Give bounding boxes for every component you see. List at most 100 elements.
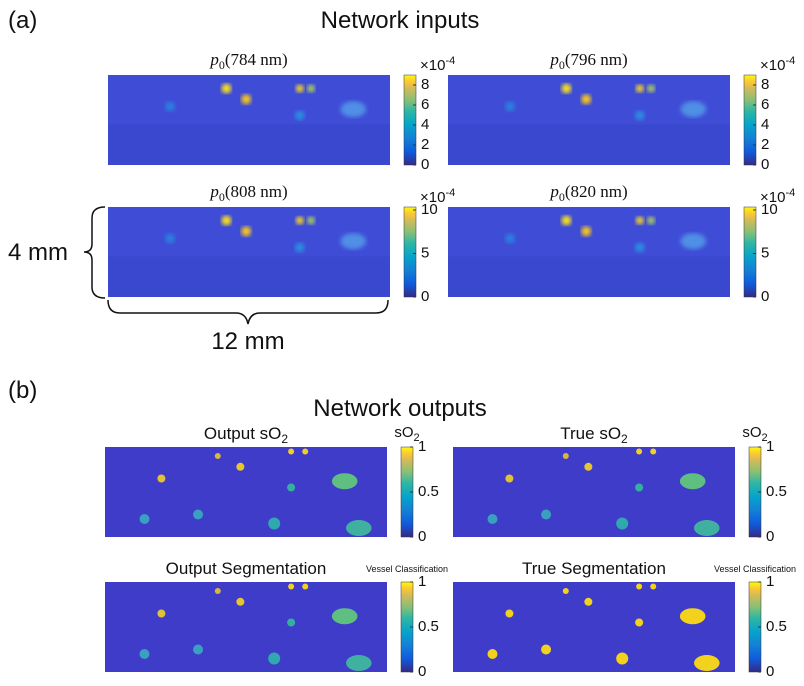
- colorbar-tick-label: 0.5: [418, 618, 439, 635]
- image-title: p0(820 nm): [549, 182, 627, 204]
- spot: [287, 484, 295, 492]
- spot: [241, 226, 251, 236]
- spot: [581, 94, 591, 104]
- spot: [636, 217, 644, 225]
- title-arg: (784 nm): [225, 50, 288, 69]
- colorbar-tick-label: 0: [766, 528, 774, 545]
- colorbar-tick-label: 6: [421, 96, 429, 113]
- width-brace: [108, 300, 388, 324]
- spot: [680, 608, 706, 624]
- image-title: True Segmentation: [522, 559, 666, 578]
- spot: [647, 85, 655, 93]
- colorbar-tick-label: 0: [418, 663, 426, 680]
- colorbar-tick-label: 5: [761, 244, 769, 261]
- spot: [295, 111, 305, 121]
- spot: [221, 84, 231, 94]
- colorbar-label: sO2: [394, 424, 419, 444]
- spot: [215, 453, 221, 459]
- panel-label: (b): [8, 377, 37, 404]
- title-arg: (796 nm): [565, 50, 628, 69]
- spot: [193, 645, 203, 655]
- spot: [616, 518, 628, 530]
- panel-title: Network inputs: [321, 7, 480, 34]
- colorbar-tick-label: 1: [418, 573, 426, 590]
- colorbar-tick-label: 0: [421, 288, 429, 305]
- spot: [332, 473, 358, 489]
- spot: [487, 649, 497, 659]
- image-title: Output sO2: [204, 424, 288, 446]
- spot: [563, 453, 569, 459]
- output-image: [105, 447, 387, 537]
- spot: [681, 233, 707, 249]
- spot: [341, 233, 367, 249]
- spot: [165, 102, 175, 112]
- colorbar-tick-label: 0.5: [766, 483, 787, 500]
- colorbar-tick-label: 8: [421, 76, 429, 93]
- colorbar-tick-label: 8: [761, 76, 769, 93]
- colorbar-tick-label: 1: [766, 573, 774, 590]
- spot: [487, 514, 497, 524]
- spot: [288, 584, 294, 590]
- spot: [647, 217, 655, 225]
- colorbar-tick-label: 1: [418, 438, 426, 455]
- spot: [541, 510, 551, 520]
- spot: [505, 102, 515, 112]
- height-label: 4 mm: [8, 239, 68, 266]
- spot: [636, 584, 642, 590]
- colorbar-tick-label: 4: [761, 116, 769, 133]
- image-title: p0(796 nm): [549, 50, 627, 72]
- title-arg: (820 nm): [565, 182, 628, 201]
- scale-exp: -4: [785, 187, 795, 199]
- colorbar-label-text: Vessel Classification: [366, 564, 448, 574]
- spot: [680, 473, 706, 489]
- title-var: p: [549, 50, 559, 69]
- title-arg: (808 nm): [225, 182, 288, 201]
- colorbar-label: Vessel Classification: [714, 564, 796, 574]
- title-var: p: [549, 182, 559, 201]
- title: True Segmentation: [522, 559, 666, 578]
- colorbar-label-text: sO: [742, 424, 761, 441]
- spot: [694, 655, 720, 671]
- spot: [332, 608, 358, 624]
- colorbar-scale: ×10-4: [420, 55, 455, 74]
- colorbar-tick-label: 2: [761, 136, 769, 153]
- title-var: p: [209, 50, 219, 69]
- spot: [505, 610, 513, 618]
- title-var: p: [209, 182, 219, 201]
- spot: [221, 216, 231, 226]
- spot: [694, 520, 720, 536]
- spot: [307, 85, 315, 93]
- spot: [341, 101, 367, 117]
- spot: [236, 598, 244, 606]
- spot: [346, 520, 372, 536]
- colorbar-tick-label: 4: [421, 116, 429, 133]
- spot: [193, 510, 203, 520]
- image-title: p0(808 nm): [209, 182, 287, 204]
- figure: (a) Network inputs (b) Network outputs 4…: [0, 0, 804, 681]
- spot: [236, 463, 244, 471]
- spot: [584, 463, 592, 471]
- scale: ×10: [760, 57, 785, 74]
- spot: [636, 85, 644, 93]
- colorbar-tick-label: 10: [761, 201, 778, 218]
- title-sub: 2: [281, 432, 288, 446]
- output-image: [105, 582, 387, 672]
- scale-exp: -4: [445, 55, 455, 67]
- spot: [635, 111, 645, 121]
- spot: [505, 475, 513, 483]
- spot: [561, 216, 571, 226]
- image-title: True sO2: [560, 424, 628, 446]
- colorbar-tick-label: 6: [761, 96, 769, 113]
- output-image: [453, 447, 735, 537]
- spot: [650, 449, 656, 455]
- image-title: p0(784 nm): [209, 50, 287, 72]
- panel-label: (a): [8, 7, 37, 34]
- colorbar-tick-label: 0: [421, 156, 429, 173]
- image-shade: [108, 257, 390, 298]
- spot: [584, 598, 592, 606]
- spot: [241, 94, 251, 104]
- colorbar-tick-label: 0.5: [766, 618, 787, 635]
- spot: [288, 449, 294, 455]
- colorbar: [744, 207, 756, 297]
- colorbar: [744, 75, 756, 165]
